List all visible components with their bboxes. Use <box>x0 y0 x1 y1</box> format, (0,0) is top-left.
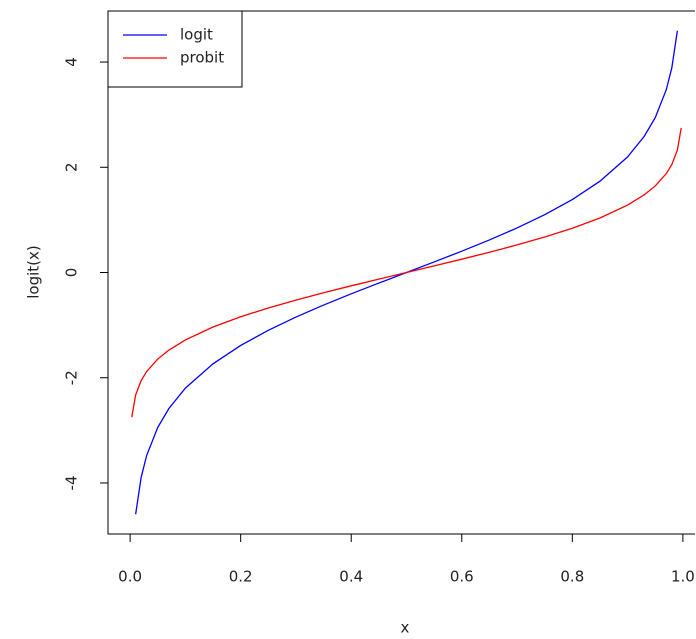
y-tick-label: -4 <box>63 475 81 490</box>
y-tick-label: -2 <box>63 370 81 385</box>
y-tick-label: 2 <box>63 162 81 172</box>
x-tick-label: 0.4 <box>339 568 363 586</box>
y-tick-label: 4 <box>63 57 81 67</box>
chart: x logit(x) 0.0 0.2 0.4 0.6 0.8 1.0 -4 -2 0 2 4 logi… <box>0 0 696 639</box>
legend-label: logit <box>180 26 213 44</box>
y-tick-label: 0 <box>63 268 81 278</box>
x-tick-label: 0.8 <box>560 568 584 586</box>
series-line <box>132 128 681 417</box>
x-tick-label: 1.0 <box>671 568 695 586</box>
x-axis-label: x <box>401 619 410 637</box>
x-tick-label: 0.2 <box>229 568 253 586</box>
x-tick-label: 0.0 <box>118 568 142 586</box>
y-axis-label: logit(x) <box>25 245 43 299</box>
legend-label: probit <box>180 49 224 67</box>
plot-frame <box>108 11 695 534</box>
x-tick-label: 0.6 <box>450 568 474 586</box>
